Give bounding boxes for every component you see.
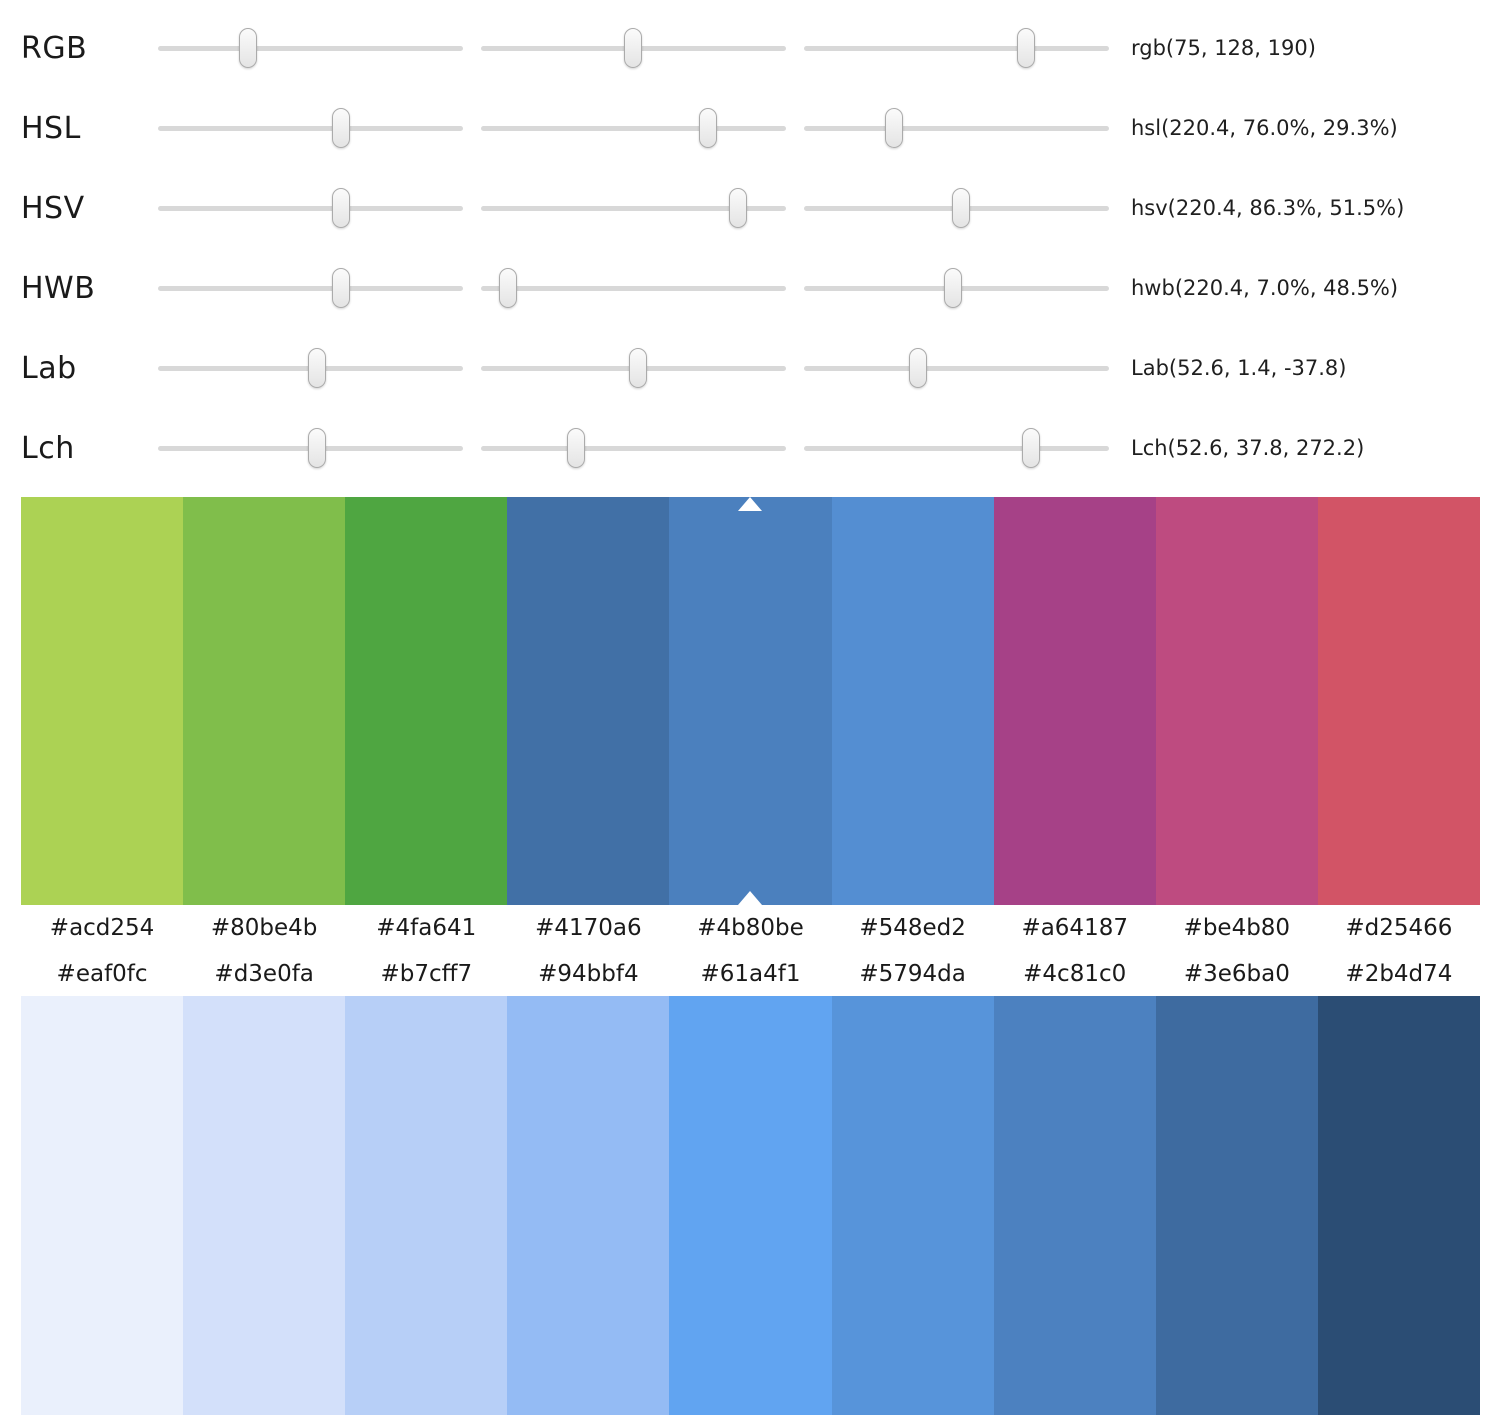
hex-label: #548ed2 <box>859 915 966 941</box>
rgb-slider-thumb-1[interactable] <box>238 28 257 68</box>
hex-label: #4c81c0 <box>1023 960 1127 987</box>
colorspace-label-lab: Lab <box>21 350 77 386</box>
palette-swatch[interactable] <box>21 996 184 1415</box>
palette-swatch[interactable] <box>993 497 1156 905</box>
hsv-slider-thumb-1[interactable] <box>332 188 350 228</box>
hsl-value-text: hsl(220.4, 76.0%, 29.3%) <box>1131 116 1398 140</box>
palette-swatch[interactable] <box>345 497 508 905</box>
slider-row-rgb: RGB rgb(75, 128, 190) <box>21 8 1501 88</box>
hwb-slider-track-2[interactable] <box>481 268 786 308</box>
lch-value-text: Lch(52.6, 37.8, 272.2) <box>1131 436 1365 460</box>
lch-slider-track-2[interactable] <box>481 428 786 468</box>
palette-swatch[interactable] <box>831 996 994 1415</box>
rgb-slider-thumb-3[interactable] <box>1017 28 1036 68</box>
hue-palette <box>21 497 1480 905</box>
lch-slider-thumb-1[interactable] <box>307 428 326 468</box>
palette-swatch[interactable] <box>183 996 346 1415</box>
hex-label: #2b4d74 <box>1345 960 1453 987</box>
hex-label: #4b80be <box>697 915 804 941</box>
hex-label: #4fa641 <box>376 915 477 941</box>
slider-row-hsv: HSV hsv(220.4, 86.3%, 51.5%) <box>21 168 1501 248</box>
lab-slider-track-2[interactable] <box>481 348 786 388</box>
color-sliders-panel: RGB rgb(75, 128, 190) HSL hsl(220.4, 76.… <box>0 0 1501 488</box>
hue-hex-labels: #acd254 #80be4b #4fa641 #4170a6 #4b80be … <box>21 905 1480 951</box>
hsv-slider-track-1[interactable] <box>158 188 463 228</box>
palette-swatch[interactable] <box>1155 497 1318 905</box>
palette-swatch[interactable] <box>1317 497 1480 905</box>
hex-label: #d25466 <box>1345 915 1453 941</box>
hsv-value-text: hsv(220.4, 86.3%, 51.5%) <box>1131 196 1405 220</box>
rgb-slider-track-3[interactable] <box>804 28 1109 68</box>
hex-label: #acd254 <box>49 915 155 941</box>
palette-swatch[interactable] <box>507 996 670 1415</box>
colorspace-label-hwb: HWB <box>21 270 96 306</box>
hsl-slider-track-2[interactable] <box>481 108 786 148</box>
rgb-slider-track-1[interactable] <box>158 28 463 68</box>
lch-slider-thumb-3[interactable] <box>1021 428 1040 468</box>
slider-row-hsl: HSL hsl(220.4, 76.0%, 29.3%) <box>21 88 1501 168</box>
lch-slider-track-3[interactable] <box>804 428 1109 468</box>
hex-label: #d3e0fa <box>214 960 314 987</box>
rgb-value-text: rgb(75, 128, 190) <box>1131 36 1316 60</box>
hex-label: #5794da <box>859 960 966 987</box>
hex-label: #eaf0fc <box>56 960 148 987</box>
hex-label: #be4b80 <box>1183 915 1291 941</box>
hsl-slider-thumb-1[interactable] <box>332 108 350 148</box>
hsl-slider-thumb-3[interactable] <box>884 108 903 148</box>
hwb-slider-thumb-1[interactable] <box>332 268 350 308</box>
hsv-slider-thumb-3[interactable] <box>952 188 971 228</box>
colorspace-label-hsv: HSV <box>21 190 85 226</box>
lab-value-text: Lab(52.6, 1.4, -37.8) <box>1131 356 1347 380</box>
slider-row-lch: Lch Lch(52.6, 37.8, 272.2) <box>21 408 1501 488</box>
hex-label: #4170a6 <box>535 915 642 941</box>
palette-swatch[interactable] <box>345 996 508 1415</box>
hsv-slider-thumb-2[interactable] <box>729 188 748 228</box>
hwb-slider-track-3[interactable] <box>804 268 1109 308</box>
lch-slider-thumb-2[interactable] <box>566 428 585 468</box>
colorspace-label-lch: Lch <box>21 430 75 466</box>
colorspace-label-rgb: RGB <box>21 30 88 66</box>
hwb-slider-track-1[interactable] <box>158 268 463 308</box>
lab-slider-thumb-3[interactable] <box>909 348 928 388</box>
hsl-slider-thumb-2[interactable] <box>698 108 717 148</box>
palette-swatch[interactable] <box>21 497 184 905</box>
slider-row-hwb: HWB hwb(220.4, 7.0%, 48.5%) <box>21 248 1501 328</box>
hex-label: #94bbf4 <box>538 960 639 987</box>
lab-slider-track-1[interactable] <box>158 348 463 388</box>
hsl-slider-track-3[interactable] <box>804 108 1109 148</box>
palette-swatch[interactable] <box>669 996 832 1415</box>
palette-swatch[interactable] <box>507 497 670 905</box>
hwb-value-text: hwb(220.4, 7.0%, 48.5%) <box>1131 276 1399 300</box>
rgb-slider-track-2[interactable] <box>481 28 786 68</box>
lab-slider-track-3[interactable] <box>804 348 1109 388</box>
rgb-slider-thumb-2[interactable] <box>623 28 642 68</box>
hsv-slider-track-3[interactable] <box>804 188 1109 228</box>
palette-swatch-selected[interactable] <box>669 497 832 905</box>
hsl-slider-track-1[interactable] <box>158 108 463 148</box>
hex-label: #b7cff7 <box>380 960 473 987</box>
palette-swatch[interactable] <box>1155 996 1318 1415</box>
lab-slider-thumb-1[interactable] <box>307 348 326 388</box>
palette-swatch[interactable] <box>183 497 346 905</box>
slider-row-lab: Lab Lab(52.6, 1.4, -37.8) <box>21 328 1501 408</box>
shade-palette <box>21 996 1480 1415</box>
palette-swatch[interactable] <box>831 497 994 905</box>
palette-swatch[interactable] <box>1317 996 1480 1415</box>
palette-swatch[interactable] <box>993 996 1156 1415</box>
lch-slider-track-1[interactable] <box>158 428 463 468</box>
hex-label: #3e6ba0 <box>1183 960 1290 987</box>
shade-hex-labels: #eaf0fc #d3e0fa #b7cff7 #94bbf4 #61a4f1 … <box>21 951 1480 996</box>
hex-label: #a64187 <box>1021 915 1128 941</box>
hwb-slider-thumb-3[interactable] <box>944 268 963 308</box>
hwb-slider-thumb-2[interactable] <box>499 268 518 308</box>
lab-slider-thumb-2[interactable] <box>629 348 648 388</box>
hex-label: #61a4f1 <box>700 960 801 987</box>
hex-label: #80be4b <box>210 915 318 941</box>
colorspace-label-hsl: HSL <box>21 110 81 146</box>
hsv-slider-track-2[interactable] <box>481 188 786 228</box>
